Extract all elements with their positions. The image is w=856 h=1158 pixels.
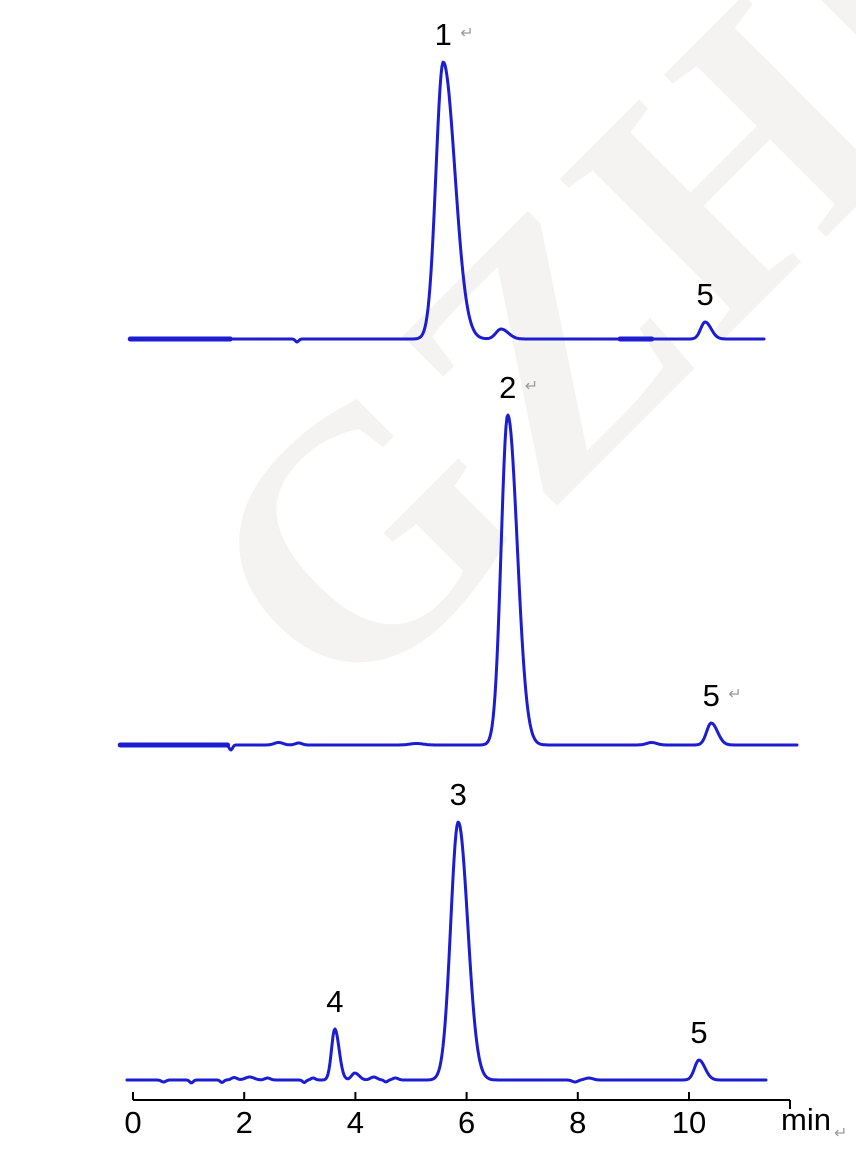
chromatogram-bottom-trace xyxy=(125,820,768,1085)
chromatogram-top-trace xyxy=(128,60,766,344)
chromatogram-middle-trace xyxy=(118,413,799,752)
